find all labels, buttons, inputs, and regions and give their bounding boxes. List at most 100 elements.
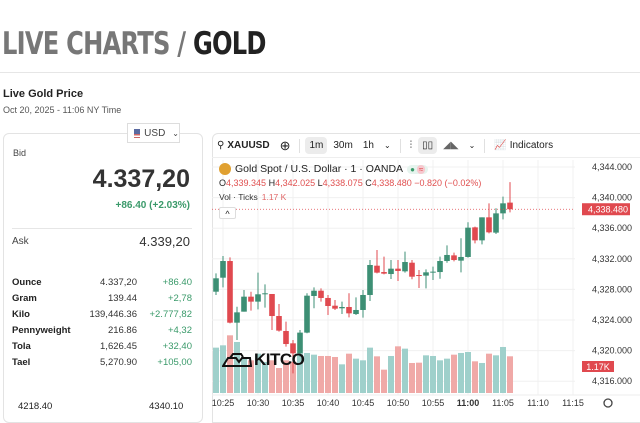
candle-body [276,316,282,331]
unit-unit: Kilo [12,309,30,320]
candle-body [388,268,394,275]
volume-bar [262,361,268,393]
volume-bar [290,361,296,393]
candle-body [465,227,471,257]
collapse-legend-button[interactable]: ^ [219,207,236,219]
candle-body [395,268,401,271]
bar-chart-type-button[interactable]: ⫶ [406,137,417,154]
kitco-logo: KITCO [222,350,305,370]
bid-change: +86.40 (+2.03%) [115,200,191,211]
divider [299,138,301,153]
candle-body [507,202,513,210]
volume-bar [227,335,233,393]
plus-circle-icon: ⊕ [279,137,291,153]
volume-bar [444,358,450,393]
interval-30m[interactable]: 30m [333,140,353,151]
candle-body [325,297,331,307]
candle-body [241,296,247,312]
area-chart-type-button[interactable]: ◢◣ [439,137,462,154]
candle-body [353,309,359,315]
unit-change: +105,00 [157,357,192,368]
unit-row: Gram 139.44 +2,78 [12,293,192,307]
candle-body [423,272,429,276]
gold-icon [219,163,231,175]
last-volume-badge [582,361,614,372]
unit-row: Tola 1,626.45 +32,40 [12,341,192,355]
candle-body [402,262,408,272]
volume-bar [451,354,457,393]
candle-body [486,217,492,233]
unit-unit: Pennyweight [12,325,71,336]
candle-body [220,261,226,278]
chart-legend: Gold Spot / U.S. Dollar · 1 · OANDA ● ≈ [219,163,429,175]
volume-bar [374,356,380,393]
x-tick-label: 10:35 [282,398,305,408]
indicators-button[interactable]: 📈 Indicators [494,140,554,151]
wave-icon: ≈ [416,164,426,174]
candle-body [360,294,366,310]
y-tick-label: 4,332.000 [592,254,632,264]
volume-bar [255,353,261,393]
y-tick-label: 4,320.000 [592,346,632,356]
unit-change: +2.777,82 [149,309,192,320]
x-tick-label: 10:25 [212,398,235,408]
currency-dropdown[interactable]: USD ⌄ [127,123,180,143]
unit-unit: Tael [12,357,31,368]
section-title: Live Gold Price [3,88,84,100]
chart-toolbar: ⚲ XAUUSD ⊕ 1m 30m 1h ⌄ ⫶ ▯▯ ◢◣ ⌄ 📈 Indicat… [212,134,640,158]
us-flag-icon [134,128,141,138]
volume-bar [248,360,254,393]
x-tick-label: 11:15 [562,398,584,408]
volume-bar [297,353,303,393]
range-low: 4218.40 [18,401,53,412]
unit-change: +86.40 [162,277,192,288]
volume-bar [388,355,394,393]
add-symbol-button[interactable]: ⊕ [276,135,295,157]
candle-body [451,255,457,261]
candle-body [374,265,380,273]
candle-body [444,254,450,262]
volume-bar [325,355,331,393]
chevron-down-icon: ⌄ [468,141,476,150]
unit-price: 1,626.45 [100,341,137,352]
volume-bar [395,346,401,393]
volume-bar [311,354,317,393]
volume-bar [269,360,275,393]
timestamp: Oct 20, 2025 - 11:06 NY Time [3,105,122,115]
candle-body [213,278,219,292]
unit-unit: Gram [12,293,37,304]
divider [12,228,192,229]
ohlc-values: O4,339.345 H4,342.025 L4,338.075 C4,338.… [219,178,482,188]
market-open-dot-icon: ● [410,164,415,174]
chart-type-dropdown[interactable]: ⌄ [465,138,480,153]
unit-row: Pennyweight 216.86 +4,32 [12,325,192,339]
market-status-badge: ● ≈ [407,164,429,174]
divider [399,138,401,153]
interval-1m[interactable]: 1m [305,137,328,154]
volume-bar [493,355,499,393]
candle-body [227,261,233,323]
settings-gear-icon[interactable] [603,398,613,408]
volume-bar [276,368,282,393]
unit-change: +4,32 [167,325,192,336]
volume-bar [367,347,373,393]
volume-bar [458,352,464,393]
volume-bar [423,355,429,393]
candle-chart-type-button[interactable]: ▯▯ [418,137,438,154]
divider [484,138,486,153]
candle-body [346,306,352,314]
indicators-icon: 📈 [494,140,507,151]
interval-dropdown[interactable]: ⌄ [380,138,395,153]
unit-price: 139,446.36 [89,309,137,320]
symbol-search[interactable]: ⚲ XAUUSD [217,140,270,151]
volume-bar [220,345,226,393]
volume-bar [332,356,338,393]
candle-body [318,290,324,298]
candle-body [339,306,345,309]
last-price-label: 4,338.480 [588,205,628,215]
interval-1h[interactable]: 1h [362,140,374,151]
candle-body [430,271,436,273]
divider [0,72,640,73]
volume-bar [402,348,408,393]
